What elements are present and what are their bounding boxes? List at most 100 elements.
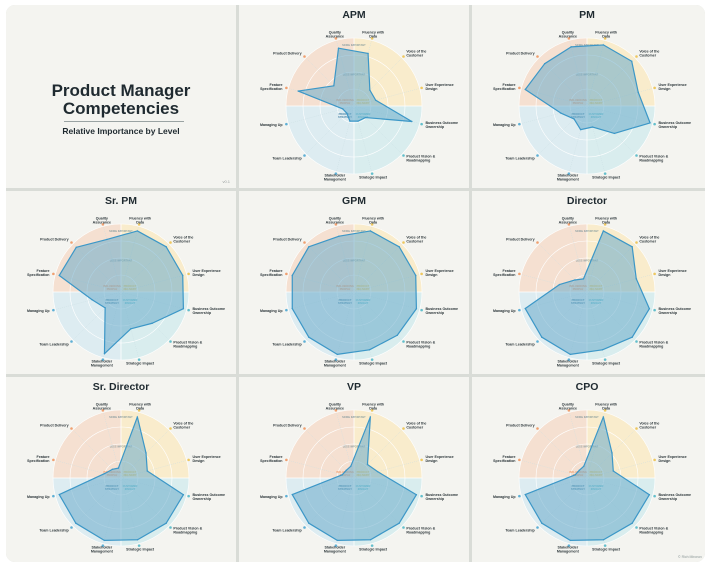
main-title-line-1: Product Manager [51, 81, 191, 100]
data-point [369, 230, 372, 232]
data-point [130, 328, 132, 330]
axis-label-business-outcome-ownership: Ownership [192, 311, 211, 315]
axis-label-user-experience-design: User Experience [658, 269, 686, 273]
main-subtitle: Relative Importance by Level [62, 126, 180, 136]
data-point [91, 299, 93, 301]
axis-label-feature-specification: Feature [37, 455, 50, 459]
axis-dot [285, 272, 288, 276]
axis-label-business-outcome-ownership: Ownership [425, 497, 444, 501]
data-point [374, 99, 377, 101]
axis-dot [653, 308, 656, 312]
data-point [612, 470, 614, 472]
data-point [151, 322, 153, 324]
data-point [336, 539, 338, 542]
axis-label-product-vision-roadmapping: Roadmapping [639, 530, 663, 534]
axis-dot [518, 86, 521, 90]
data-point [602, 539, 605, 541]
data-point [369, 416, 372, 418]
axis-dot [567, 358, 571, 361]
data-point [398, 246, 400, 248]
title-divider [64, 121, 184, 122]
axis-spoke [288, 460, 355, 479]
data-point [338, 235, 340, 237]
axis-dot [420, 272, 423, 276]
axis-label-feature-specification: Feature [270, 269, 283, 273]
axis-dot [52, 272, 55, 276]
data-point [591, 126, 594, 128]
axis-dot [70, 340, 73, 343]
axis-label-fluency-with-data: Fluency with [362, 217, 384, 221]
axis-label-user-experience-design: User Experience [192, 269, 220, 273]
axis-label-voice-of-the-customer: Voice of the [639, 422, 659, 426]
axis-label-quality-assurance: Assurance [93, 221, 111, 225]
axis-label-quality-assurance: Assurance [326, 407, 344, 411]
axis-label-product-vision-roadmapping: Roadmapping [173, 344, 197, 348]
axis-dot [635, 427, 638, 430]
axis-label-business-outcome-ownership: Ownership [658, 125, 677, 129]
axis-label-business-outcome-ownership: Business Outcome [658, 121, 691, 125]
axis-dot [635, 526, 638, 529]
data-point [75, 522, 77, 524]
axis-label-managing-up: Managing Up [493, 495, 516, 499]
axis-dot [101, 409, 105, 412]
axis-dot [285, 86, 288, 90]
axis-dot [603, 544, 607, 547]
data-point [350, 465, 352, 467]
data-point [58, 274, 60, 277]
data-point [649, 122, 651, 124]
axis-label-strategic-impact: Strategic Impact [126, 361, 155, 365]
axis-dot [137, 544, 141, 547]
axis-dot [518, 122, 521, 126]
axis-label-product-delivery: Product Delivery [40, 424, 69, 428]
axis-label-managing-up: Managing Up [27, 309, 50, 313]
axis-label-stakeholder-management: Management [91, 363, 114, 367]
axis-label-user-experience-design: User Experience [658, 83, 686, 87]
axis-label-stakeholder-management: Management [557, 363, 580, 367]
axis-label-business-outcome-ownership: Business Outcome [192, 493, 225, 497]
data-point [106, 238, 108, 241]
axis-label-business-outcome-ownership: Business Outcome [658, 307, 691, 311]
axis-label-user-experience-design: Design [425, 459, 437, 463]
data-point [543, 62, 546, 65]
axis-dot [303, 154, 306, 157]
axis-label-quality-assurance: Quality [562, 31, 574, 35]
axis-label-user-experience-design: User Experience [425, 455, 453, 459]
title-panel: Product Manager Competencies Relative Im… [6, 5, 236, 188]
axis-dot [402, 427, 405, 430]
axis-label-user-experience-design: Design [425, 87, 437, 91]
data-point [104, 307, 106, 309]
axis-dot [567, 223, 571, 226]
panel-title: PM [579, 9, 595, 21]
axis-dot [334, 172, 338, 175]
axis-dot [187, 272, 190, 276]
radar-panel-sr-director: Sr. Director MORE IMPORTANT LESS IMPORTANT… [6, 377, 236, 562]
data-point [648, 494, 651, 496]
axis-label-quality-assurance: Assurance [559, 35, 577, 39]
axis-dot [402, 241, 405, 244]
data-point [291, 274, 293, 277]
axis-label-fluency-with-data: Data [602, 221, 611, 225]
data-point [308, 246, 310, 248]
axis-label-managing-up: Managing Up [27, 495, 50, 499]
axis-spoke [72, 429, 122, 479]
data-point [349, 120, 351, 122]
ring-label-less: LESS IMPORTANT [343, 444, 366, 448]
panel-title: Director [567, 195, 607, 207]
axis-label-voice-of-the-customer: Customer [406, 426, 423, 430]
data-point [415, 494, 418, 496]
axis-label-quality-assurance: Quality [562, 403, 574, 407]
axis-label-fluency-with-data: Data [369, 35, 378, 39]
data-point [165, 522, 167, 524]
axis-dot [536, 427, 539, 430]
axis-dot [169, 427, 172, 430]
data-point [367, 52, 369, 55]
axis-spoke [586, 460, 653, 479]
data-point [415, 274, 417, 277]
ring-label-less: LESS IMPORTANT [576, 444, 599, 448]
axis-label-business-outcome-ownership: Business Outcome [425, 121, 458, 125]
axis-label-quality-assurance: Quality [329, 31, 341, 35]
data-point [583, 465, 585, 467]
data-point [398, 522, 400, 524]
